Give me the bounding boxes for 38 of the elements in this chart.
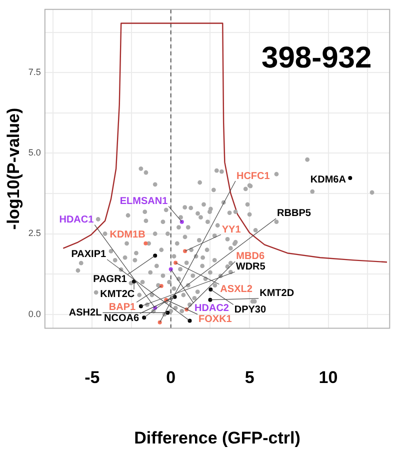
series-label: KDM1B [110, 229, 146, 240]
y-tick-label: 5.0 [28, 148, 41, 158]
point [138, 304, 143, 308]
text: PAXIP1 [71, 249, 106, 260]
x-tick-label: -5 [84, 368, 100, 388]
annotation: 398-932 [262, 42, 372, 75]
series-label: ELMSAN1 [120, 196, 168, 208]
text: YY1 [222, 224, 242, 236]
text: WDR5 [236, 262, 266, 273]
text: HDAC1 [59, 214, 94, 226]
x-axis-title: Difference (GFP-ctrl) [134, 428, 300, 448]
x-tick-label: 5 [244, 368, 254, 388]
y-tick-label: 0.0 [28, 308, 41, 319]
point [348, 176, 352, 180]
text: FOXK1 [198, 314, 232, 326]
point [144, 241, 148, 246]
text: ASH2L [68, 307, 102, 318]
y-tick-label: 2.5 [28, 228, 41, 238]
y-axis-title: -log10(P-value) [4, 108, 23, 230]
text: BAP1 [108, 302, 136, 314]
x-tick-label: 10 [318, 368, 338, 388]
text: PAGR1 [93, 274, 128, 286]
text: RBBP5 [277, 208, 312, 220]
text: MBD6 [236, 251, 265, 262]
text: KMT2D [260, 288, 294, 300]
point [208, 298, 212, 302]
point [208, 288, 213, 292]
point [153, 254, 158, 258]
text: NCOA6 [104, 313, 140, 324]
text: HCFC1 [236, 170, 270, 182]
x-tick-label: 0 [166, 368, 176, 388]
y-tick-label: 7.5 [28, 67, 41, 78]
point [168, 267, 173, 272]
text: DPY30 [234, 304, 266, 316]
series-label: KDM6A [310, 174, 346, 186]
text: HDAC2 [194, 302, 230, 314]
text: ASXL2 [220, 284, 253, 296]
series-label: KMT2C [100, 289, 135, 300]
